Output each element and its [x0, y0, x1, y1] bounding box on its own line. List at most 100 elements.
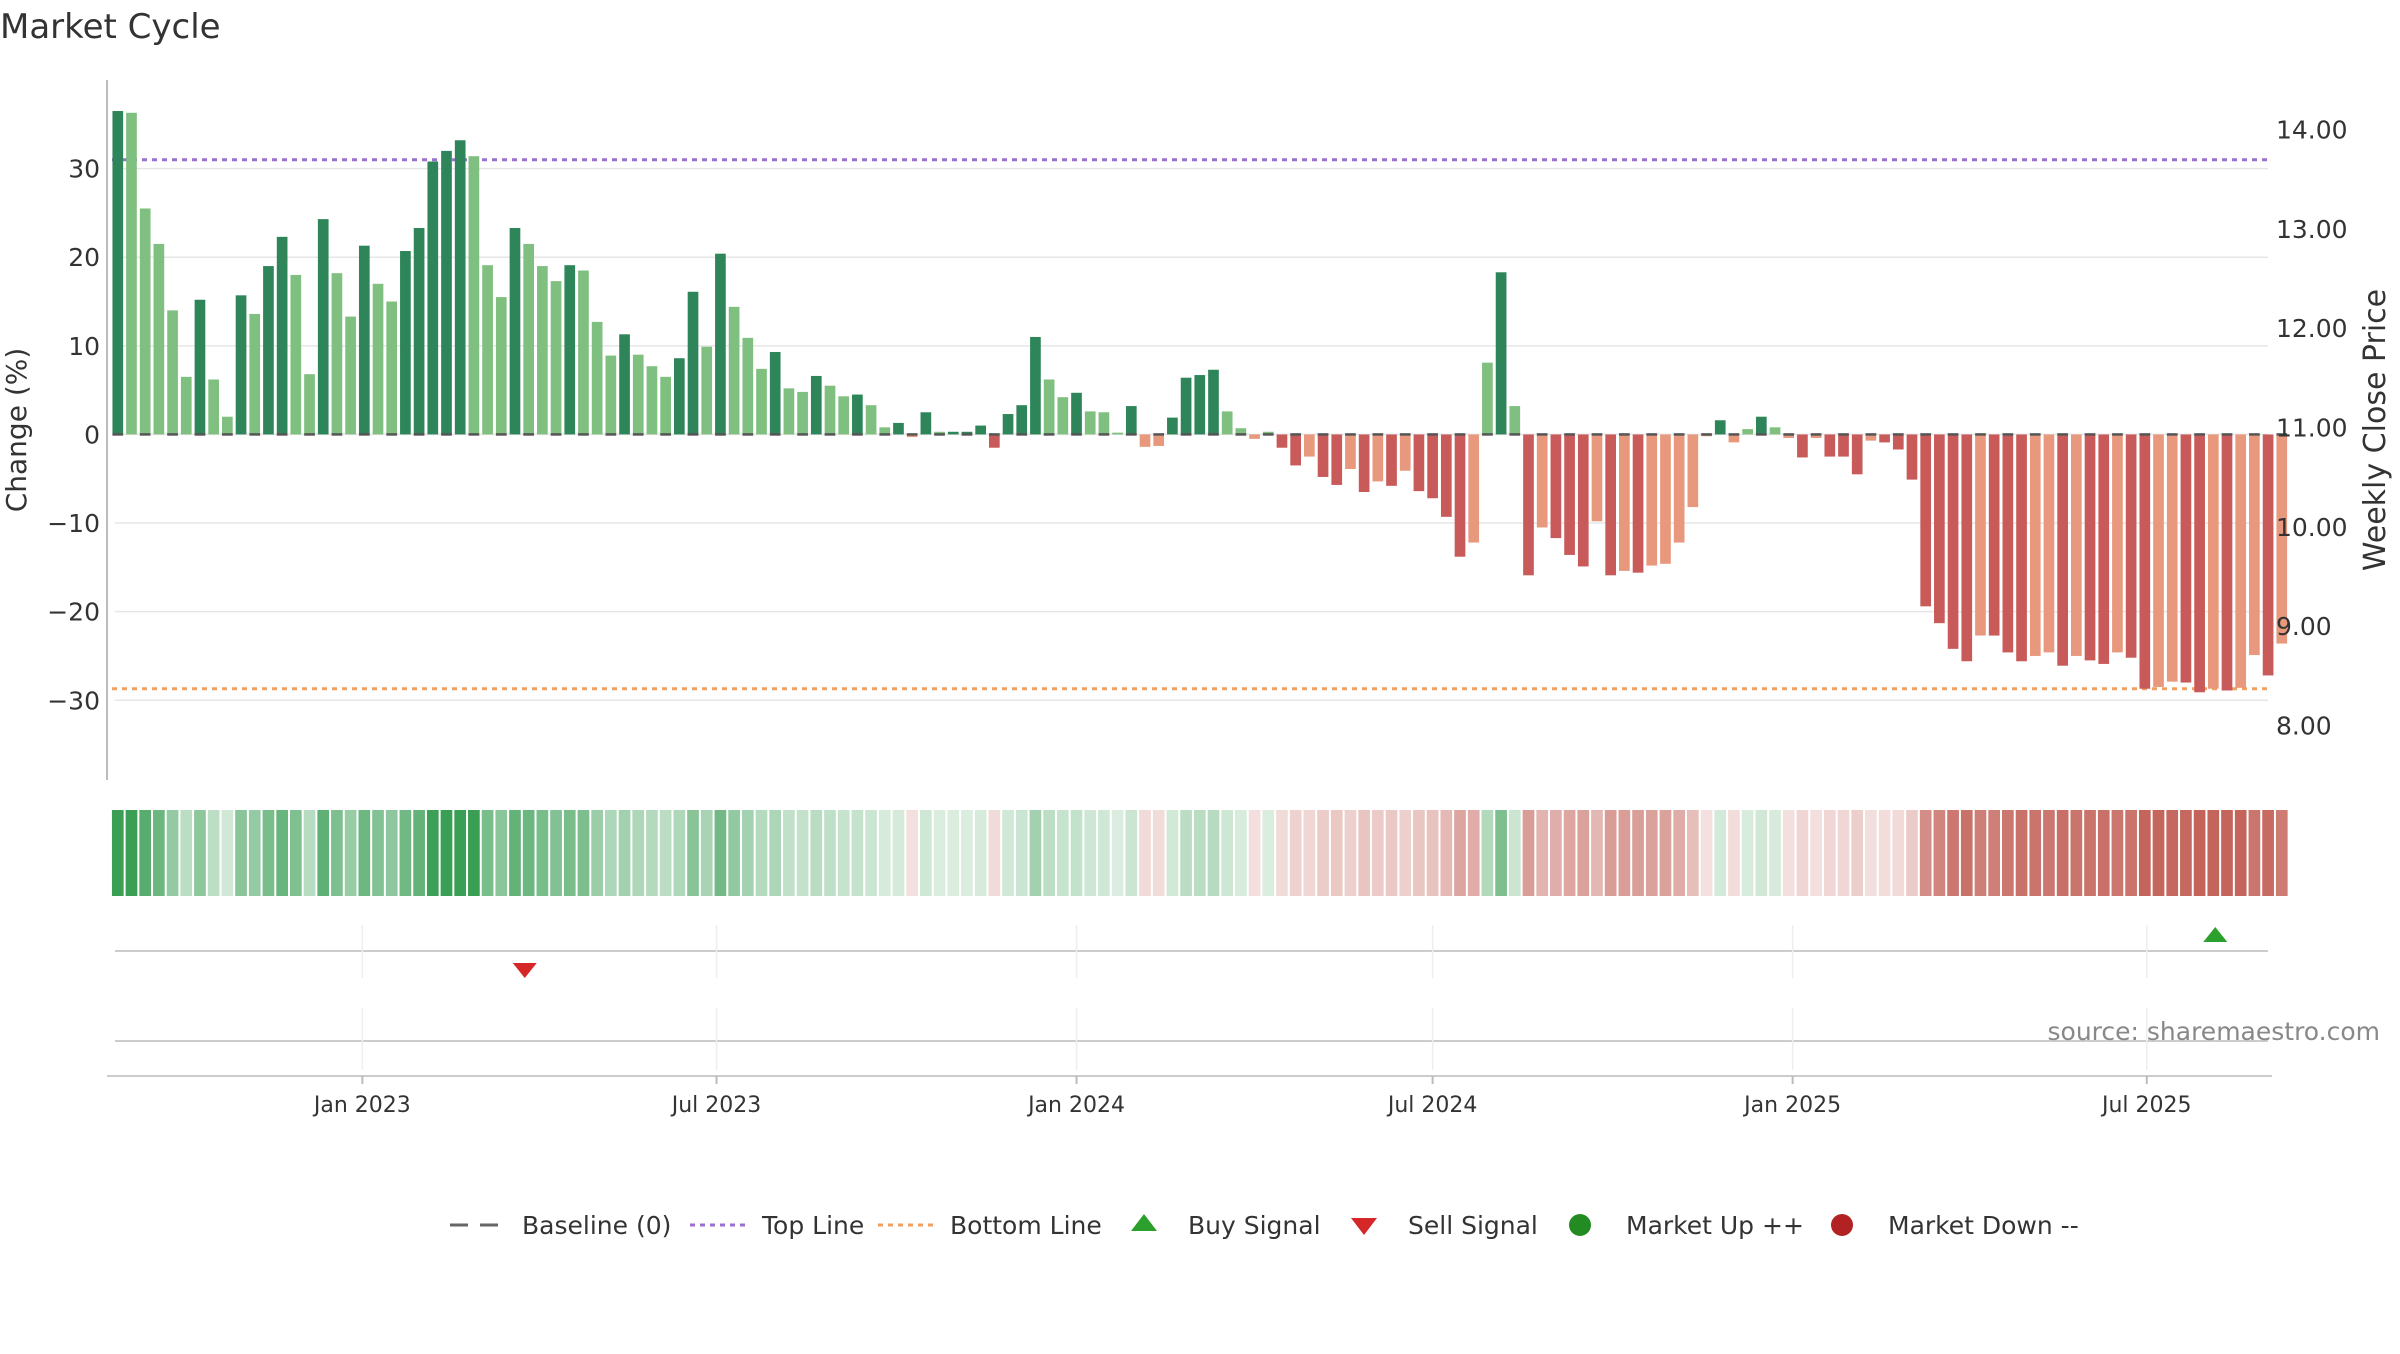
- bar: [2016, 434, 2027, 662]
- bar: [509, 227, 521, 435]
- heat-cell: [1358, 810, 1370, 896]
- heat-cell: [1015, 810, 1028, 896]
- heat-cell: [783, 810, 795, 896]
- bar: [1153, 434, 1165, 446]
- bar: [2194, 434, 2205, 693]
- heat-cell: [1851, 810, 1864, 896]
- bar: [1851, 434, 1863, 475]
- bar: [2112, 434, 2123, 653]
- bar: [482, 265, 493, 435]
- heat-cell: [700, 810, 713, 896]
- bar: [2221, 434, 2233, 691]
- bar: [126, 112, 137, 435]
- bar: [153, 243, 165, 435]
- heat-cell: [920, 810, 932, 896]
- bar: [1687, 434, 1699, 508]
- bar: [1769, 427, 1781, 435]
- heat-cell: [1166, 810, 1179, 896]
- bar: [235, 295, 247, 435]
- bar: [893, 422, 904, 435]
- heat-cell: [426, 810, 439, 896]
- bar: [1043, 379, 1055, 435]
- y2-tick-label: 8.00: [2276, 711, 2332, 740]
- bar: [454, 140, 466, 435]
- bar: [167, 310, 178, 435]
- bar: [632, 354, 644, 435]
- heat-cell: [2070, 810, 2083, 896]
- heat-cell: [2002, 810, 2014, 896]
- heat-cell: [235, 810, 247, 896]
- bar: [578, 270, 589, 435]
- bar: [810, 375, 822, 435]
- heat-cell: [1823, 810, 1836, 896]
- heat-cell: [673, 810, 686, 896]
- bar: [208, 379, 219, 435]
- heat-cell: [1810, 810, 1822, 896]
- heat-cell: [974, 810, 987, 896]
- y-tick-label: 30: [68, 155, 100, 184]
- heat-cell: [1098, 810, 1110, 896]
- heat-cell: [2084, 810, 2096, 896]
- bar: [1358, 434, 1370, 493]
- heat-cell: [1933, 810, 1946, 896]
- heat-cell: [577, 810, 590, 896]
- heat-cell: [2275, 810, 2288, 896]
- heat-cell: [1344, 810, 1357, 896]
- chart-title: Market Cycle: [0, 7, 221, 47]
- bar: [1879, 434, 1890, 443]
- bar: [1714, 420, 1726, 435]
- bar: [756, 368, 767, 435]
- heat-cell: [851, 810, 864, 896]
- bar: [345, 316, 356, 435]
- heat-cell: [1591, 810, 1603, 896]
- bar: [920, 412, 932, 435]
- y-tick-label: 0: [84, 420, 100, 449]
- bar: [523, 243, 535, 435]
- heat-cell: [769, 810, 782, 896]
- legend-swatch-market-up: [1569, 1214, 1591, 1236]
- bar: [687, 291, 699, 435]
- legend-label: Bottom Line: [950, 1211, 1102, 1240]
- bar: [1495, 272, 1507, 435]
- heat-cell: [1193, 810, 1206, 896]
- bar: [400, 251, 411, 435]
- bar: [947, 431, 959, 435]
- heat-cell: [2152, 810, 2165, 896]
- x-tick-labels: Jan 2023 Jul 2023 Jan 2024 Jul 2024 Jan 2025…: [312, 1076, 2192, 1118]
- heat-cell: [1139, 810, 1151, 896]
- heat-cell: [563, 810, 576, 896]
- heat-cell: [180, 810, 193, 896]
- bar: [263, 266, 274, 435]
- heat-cell: [1303, 810, 1316, 896]
- bar: [1180, 377, 1192, 435]
- bar: [1865, 434, 1877, 441]
- bar: [1509, 406, 1521, 435]
- bar: [1427, 434, 1438, 499]
- heat-cell: [1755, 810, 1768, 896]
- bar: [660, 376, 671, 435]
- heat-cell: [1878, 810, 1891, 896]
- heat-cell: [248, 810, 261, 896]
- bar: [112, 111, 124, 435]
- y-tick-label: 20: [68, 243, 100, 272]
- bar: [2057, 434, 2068, 666]
- legend-item: Market Down --: [1831, 1211, 2079, 1240]
- heat-cell: [1330, 810, 1343, 896]
- bar: [701, 346, 713, 435]
- bar: [1728, 434, 1740, 443]
- bar: [1906, 434, 1918, 480]
- buy-signal-marker: [2203, 927, 2228, 942]
- bar: [1797, 434, 1808, 458]
- bar: [413, 227, 425, 435]
- bar: [2235, 434, 2247, 688]
- bar: [1536, 434, 1548, 528]
- bar: [2276, 434, 2288, 644]
- y2-tick-label: 13.00: [2276, 215, 2348, 244]
- heat-cell: [1467, 810, 1480, 896]
- heat-cell: [372, 810, 384, 896]
- heat-cell: [1906, 810, 1918, 896]
- bar: [1194, 375, 1206, 435]
- legend-item: Buy Signal: [1131, 1211, 1321, 1240]
- x-tick-label: Jul 2024: [1386, 1093, 1478, 1118]
- heat-cell: [865, 810, 877, 896]
